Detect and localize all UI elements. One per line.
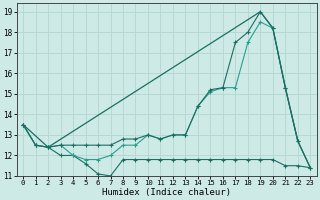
X-axis label: Humidex (Indice chaleur): Humidex (Indice chaleur) (102, 188, 231, 197)
